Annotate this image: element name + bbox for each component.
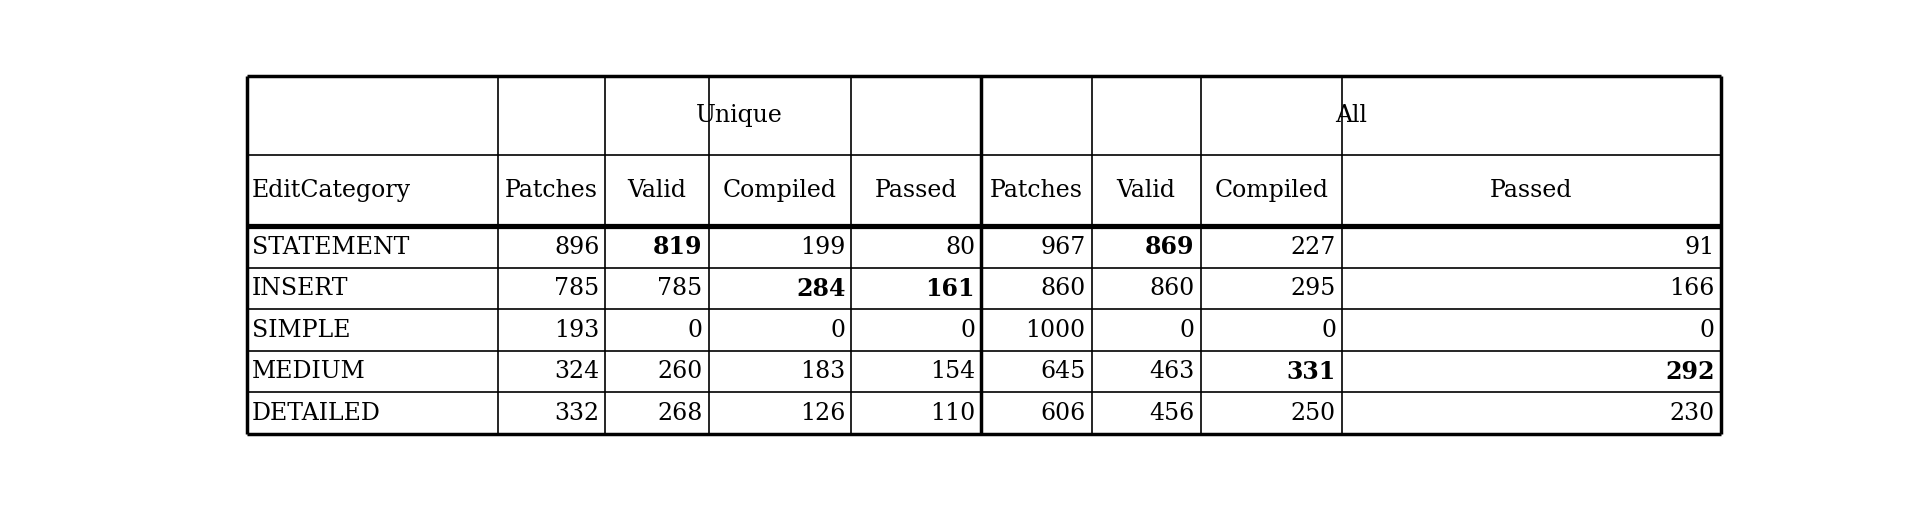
Text: 869: 869 — [1144, 235, 1194, 259]
Text: Passed: Passed — [876, 179, 958, 202]
Text: 80: 80 — [945, 236, 975, 259]
Text: Patches: Patches — [991, 179, 1083, 202]
Text: Valid: Valid — [1117, 179, 1175, 202]
Text: Valid: Valid — [628, 179, 687, 202]
Text: 645: 645 — [1041, 360, 1085, 383]
Text: Compiled: Compiled — [724, 179, 837, 202]
Text: 860: 860 — [1150, 277, 1194, 300]
Text: 199: 199 — [801, 236, 845, 259]
Text: 0: 0 — [960, 319, 975, 342]
Text: 324: 324 — [555, 360, 599, 383]
Text: 154: 154 — [929, 360, 975, 383]
Text: 250: 250 — [1290, 401, 1336, 425]
Text: 230: 230 — [1670, 401, 1715, 425]
Text: 331: 331 — [1286, 360, 1336, 384]
Text: 292: 292 — [1665, 360, 1715, 384]
Text: 193: 193 — [555, 319, 599, 342]
Text: Unique: Unique — [697, 104, 783, 127]
Text: 1000: 1000 — [1025, 319, 1085, 342]
Text: 0: 0 — [1699, 319, 1715, 342]
Text: 785: 785 — [657, 277, 703, 300]
Text: 456: 456 — [1150, 401, 1194, 425]
Text: 0: 0 — [831, 319, 845, 342]
Text: 227: 227 — [1290, 236, 1336, 259]
Text: INSERT: INSERT — [252, 277, 348, 300]
Text: All: All — [1334, 104, 1367, 127]
Text: 161: 161 — [925, 277, 975, 300]
Text: EditCategory: EditCategory — [252, 179, 411, 202]
Text: 126: 126 — [801, 401, 845, 425]
Text: 860: 860 — [1041, 277, 1085, 300]
Text: 260: 260 — [657, 360, 703, 383]
Text: MEDIUM: MEDIUM — [252, 360, 367, 383]
Text: 295: 295 — [1290, 277, 1336, 300]
Text: SIMPLE: SIMPLE — [252, 319, 351, 342]
Text: 819: 819 — [653, 235, 703, 259]
Text: 284: 284 — [797, 277, 845, 300]
Text: 0: 0 — [1321, 319, 1336, 342]
Text: 967: 967 — [1041, 236, 1085, 259]
Text: 0: 0 — [1179, 319, 1194, 342]
Text: Patches: Patches — [505, 179, 599, 202]
Text: 166: 166 — [1668, 277, 1715, 300]
Text: Compiled: Compiled — [1213, 179, 1329, 202]
Text: 463: 463 — [1150, 360, 1194, 383]
Text: 183: 183 — [801, 360, 845, 383]
Text: 785: 785 — [555, 277, 599, 300]
Text: 110: 110 — [929, 401, 975, 425]
Text: 0: 0 — [687, 319, 703, 342]
Text: DETAILED: DETAILED — [252, 401, 380, 425]
Text: Passed: Passed — [1490, 179, 1572, 202]
Text: STATEMENT: STATEMENT — [252, 236, 409, 259]
Text: 268: 268 — [657, 401, 703, 425]
Text: 606: 606 — [1041, 401, 1085, 425]
Text: 91: 91 — [1684, 236, 1715, 259]
Text: 896: 896 — [555, 236, 599, 259]
Text: 332: 332 — [555, 401, 599, 425]
